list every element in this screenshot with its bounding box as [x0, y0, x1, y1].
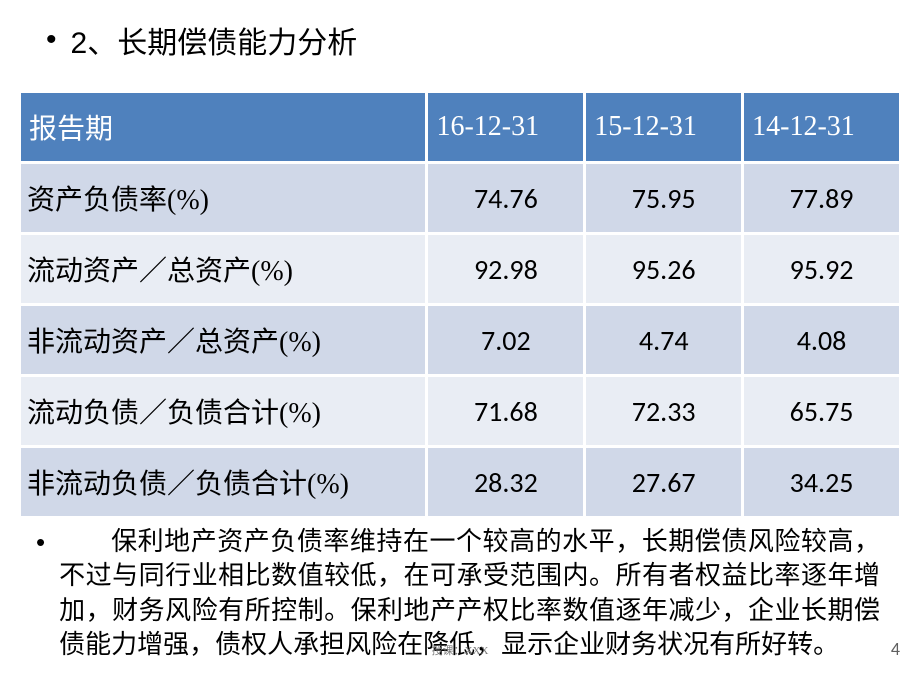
table-row: 资产负债率(%)74.7675.9577.89	[20, 163, 901, 234]
row-value: 4.08	[743, 305, 901, 376]
col-header-2014: 14-12-31	[743, 92, 901, 163]
solvency-table: 报告期 16-12-31 15-12-31 14-12-31 资产负债率(%)7…	[18, 90, 902, 519]
row-label: 流动负债／负债合计(%)	[20, 376, 427, 447]
table-row: 流动负债／负债合计(%)71.6872.3365.75	[20, 376, 901, 447]
row-label: 资产负债率(%)	[20, 163, 427, 234]
page-number: 4	[891, 638, 900, 660]
row-value: 95.92	[743, 234, 901, 305]
row-value: 71.68	[427, 376, 585, 447]
col-header-2015: 15-12-31	[585, 92, 743, 163]
row-label: 非流动负债／负债合计(%)	[20, 447, 427, 518]
col-header-2016: 16-12-31	[427, 92, 585, 163]
row-label: 非流动资产／总资产(%)	[20, 305, 427, 376]
row-value: 95.26	[585, 234, 743, 305]
solvency-table-wrap: 报告期 16-12-31 15-12-31 14-12-31 资产负债率(%)7…	[18, 90, 902, 519]
title-text: 2、长期偿债能力分析	[71, 18, 358, 62]
table-row: 非流动资产／总资产(%)7.024.744.08	[20, 305, 901, 376]
col-header-period: 报告期	[20, 92, 427, 163]
table-row: 非流动负债／负债合计(%)28.3227.6734.25	[20, 447, 901, 518]
row-value: 92.98	[427, 234, 585, 305]
row-value: 75.95	[585, 163, 743, 234]
row-value: 74.76	[427, 163, 585, 234]
slide-title: • 2、长期偿债能力分析	[0, 0, 920, 62]
footer-mark: 授课：XXX	[432, 642, 489, 658]
row-value: 27.67	[585, 447, 743, 518]
body-bullet-icon: •	[36, 529, 45, 555]
row-value: 28.32	[427, 447, 585, 518]
row-value: 34.25	[743, 447, 901, 518]
title-bullet-icon: •	[46, 23, 57, 57]
row-value: 4.74	[585, 305, 743, 376]
row-value: 7.02	[427, 305, 585, 376]
row-label: 流动资产／总资产(%)	[20, 234, 427, 305]
row-value: 77.89	[743, 163, 901, 234]
table-body: 资产负债率(%)74.7675.9577.89流动资产／总资产(%)92.989…	[20, 163, 901, 518]
row-value: 65.75	[743, 376, 901, 447]
table-header-row: 报告期 16-12-31 15-12-31 14-12-31	[20, 92, 901, 163]
row-value: 72.33	[585, 376, 743, 447]
table-row: 流动资产／总资产(%)92.9895.2695.92	[20, 234, 901, 305]
